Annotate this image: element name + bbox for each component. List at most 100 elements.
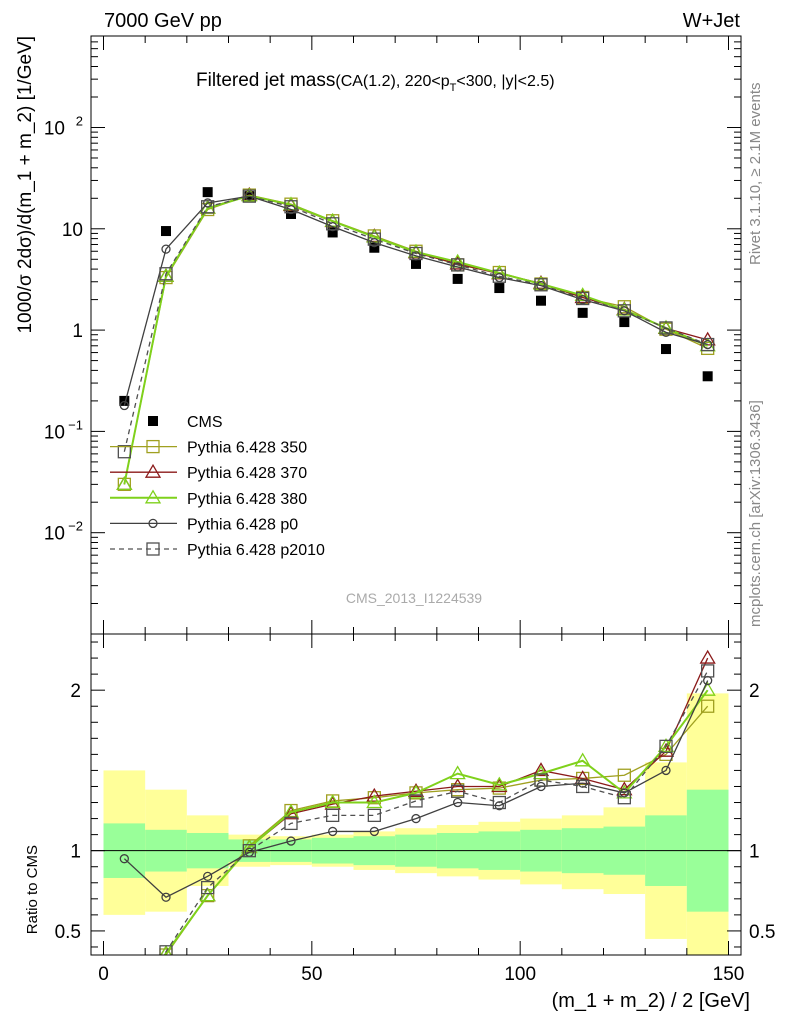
legend-marker bbox=[148, 518, 158, 529]
ratio-point-p380 bbox=[574, 752, 591, 767]
ratio-line-p380 bbox=[163, 689, 709, 955]
ratio-point-p0 bbox=[494, 801, 504, 811]
point-cms bbox=[369, 242, 380, 253]
ratio-point-p2010 bbox=[367, 808, 381, 823]
point-p380 bbox=[157, 267, 175, 282]
ratio-point-p380 bbox=[366, 794, 383, 809]
point-p2010 bbox=[201, 200, 215, 214]
point-cms bbox=[661, 344, 671, 355]
ratio-series-p0 bbox=[119, 675, 713, 902]
point-p2010 bbox=[409, 246, 423, 261]
legend-marker bbox=[144, 463, 162, 478]
ratio-y-tick-label-right: 1 bbox=[749, 842, 760, 863]
y-tick-label: 10 bbox=[44, 524, 65, 545]
ratio-point-p0 bbox=[203, 871, 213, 882]
point-cms bbox=[536, 295, 546, 306]
point-p2010 bbox=[576, 291, 590, 306]
ratio-point-p380 bbox=[324, 794, 341, 809]
legend-item-cms: CMS bbox=[148, 414, 223, 431]
ratio-point-p2010 bbox=[617, 791, 631, 805]
point-p380 bbox=[574, 287, 591, 302]
legend-marker bbox=[146, 439, 160, 454]
ratio-y-tick-label: 2 bbox=[70, 681, 81, 702]
ratio-point-p0 bbox=[119, 854, 129, 864]
legend-label: Pythia 6.428 p0 bbox=[187, 516, 298, 533]
legend-item-p380: Pythia 6.428 380 bbox=[110, 489, 307, 508]
y-axis-label-main: 1000/σ 2dσ)/d(m_1 + m_2) [1/GeV] bbox=[15, 36, 36, 334]
ratio-point-p370 bbox=[699, 649, 716, 664]
legend-label: Pythia 6.428 350 bbox=[187, 440, 307, 457]
point-cms bbox=[202, 187, 213, 198]
ratio-point-p380 bbox=[491, 776, 508, 791]
ratio-point-p2010 bbox=[159, 945, 173, 955]
x-axis-label: (m_1 + m_2) / 2 [GeV] bbox=[552, 990, 750, 1012]
point-p0 bbox=[703, 339, 713, 350]
point-p0 bbox=[619, 306, 629, 316]
uncertainty-bands bbox=[91, 693, 741, 955]
y-tick-label: 1 bbox=[72, 321, 83, 342]
point-p380 bbox=[407, 243, 425, 258]
legend-item-p2010: Pythia 6.428 p2010 bbox=[110, 542, 325, 559]
side-label-top: Rivet 3.1.10, ≥ 2.1M events bbox=[747, 83, 764, 266]
x-tick-label: 0 bbox=[98, 964, 109, 985]
point-cms bbox=[161, 226, 171, 237]
point-p2010 bbox=[367, 232, 381, 246]
analysis-id: CMS_2013_I1224539 bbox=[346, 590, 482, 606]
ratio-point-p2010 bbox=[242, 844, 256, 858]
ratio-point-p0 bbox=[161, 892, 171, 902]
plot-title-cuts-rest: <300, |y|<2.5) bbox=[456, 73, 554, 90]
series-line-p2010 bbox=[123, 195, 708, 452]
ratio-frame bbox=[90, 633, 742, 956]
point-cms bbox=[327, 227, 338, 238]
ratio-series-p2010 bbox=[159, 664, 715, 955]
series-p2010 bbox=[117, 189, 715, 459]
series-cms bbox=[119, 187, 713, 406]
x-tick-label: 100 bbox=[504, 964, 536, 985]
ratio-point-p350 bbox=[159, 948, 173, 955]
point-cms bbox=[494, 283, 505, 294]
ratio-point-p0 bbox=[328, 826, 338, 837]
ratio-point-p380 bbox=[407, 784, 425, 799]
x-tick-label: 150 bbox=[713, 964, 745, 985]
point-p2010 bbox=[617, 304, 631, 318]
point-p2010 bbox=[159, 267, 173, 281]
point-p2010 bbox=[534, 278, 548, 292]
ratio-point-p370 bbox=[282, 805, 300, 820]
y-axis-label-ratio: Ratio to CMS bbox=[24, 845, 41, 934]
legend: CMS Pythia 6.428 350 Pythia 6.428 370 Pythi… bbox=[110, 414, 325, 559]
series-line-p0 bbox=[123, 195, 708, 406]
ratio-point-p2010 bbox=[409, 794, 423, 808]
plot-title: Filtered jet mass(CA(1.2), 220<pT<300, |… bbox=[196, 70, 555, 94]
legend-marker bbox=[146, 542, 160, 556]
ratio-point-p380 bbox=[532, 765, 550, 780]
plot-title-main: Filtered jet mass bbox=[196, 70, 335, 91]
y-tick-label: 10 bbox=[44, 118, 65, 139]
ratio-point-p0 bbox=[453, 797, 463, 808]
ratio-point-p2010 bbox=[201, 880, 215, 895]
point-cms bbox=[619, 317, 630, 328]
legend-item-p0: Pythia 6.428 p0 bbox=[110, 516, 298, 533]
ratio-point-p380 bbox=[199, 887, 216, 902]
ratio-point-p2010 bbox=[326, 808, 340, 823]
ratio-y-tick-label: 1 bbox=[70, 842, 81, 863]
ratio-point-p2010 bbox=[701, 664, 715, 678]
ratio-point-p2010 bbox=[534, 773, 548, 787]
plot-title-cuts: (CA(1.2), 220<p bbox=[335, 73, 449, 90]
legend-label: Pythia 6.428 p2010 bbox=[187, 542, 325, 559]
point-p2010 bbox=[451, 258, 465, 272]
y-tick-label: 10 bbox=[62, 220, 83, 241]
ratio-point-p0 bbox=[369, 826, 379, 837]
ratio-point-p2010 bbox=[284, 816, 298, 831]
header-right: W+Jet bbox=[683, 10, 741, 32]
header-left: 7000 GeV pp bbox=[104, 10, 222, 32]
point-p380 bbox=[116, 476, 133, 491]
y-tick-exponent: −2 bbox=[68, 519, 83, 534]
legend-item-p370: Pythia 6.428 370 bbox=[110, 463, 307, 482]
ratio-line-p2010 bbox=[163, 670, 709, 955]
legend-label: Pythia 6.428 370 bbox=[187, 465, 307, 482]
ratio-line-p0 bbox=[123, 680, 709, 899]
ratio-point-p370 bbox=[491, 778, 508, 793]
legend-label: CMS bbox=[187, 414, 223, 431]
